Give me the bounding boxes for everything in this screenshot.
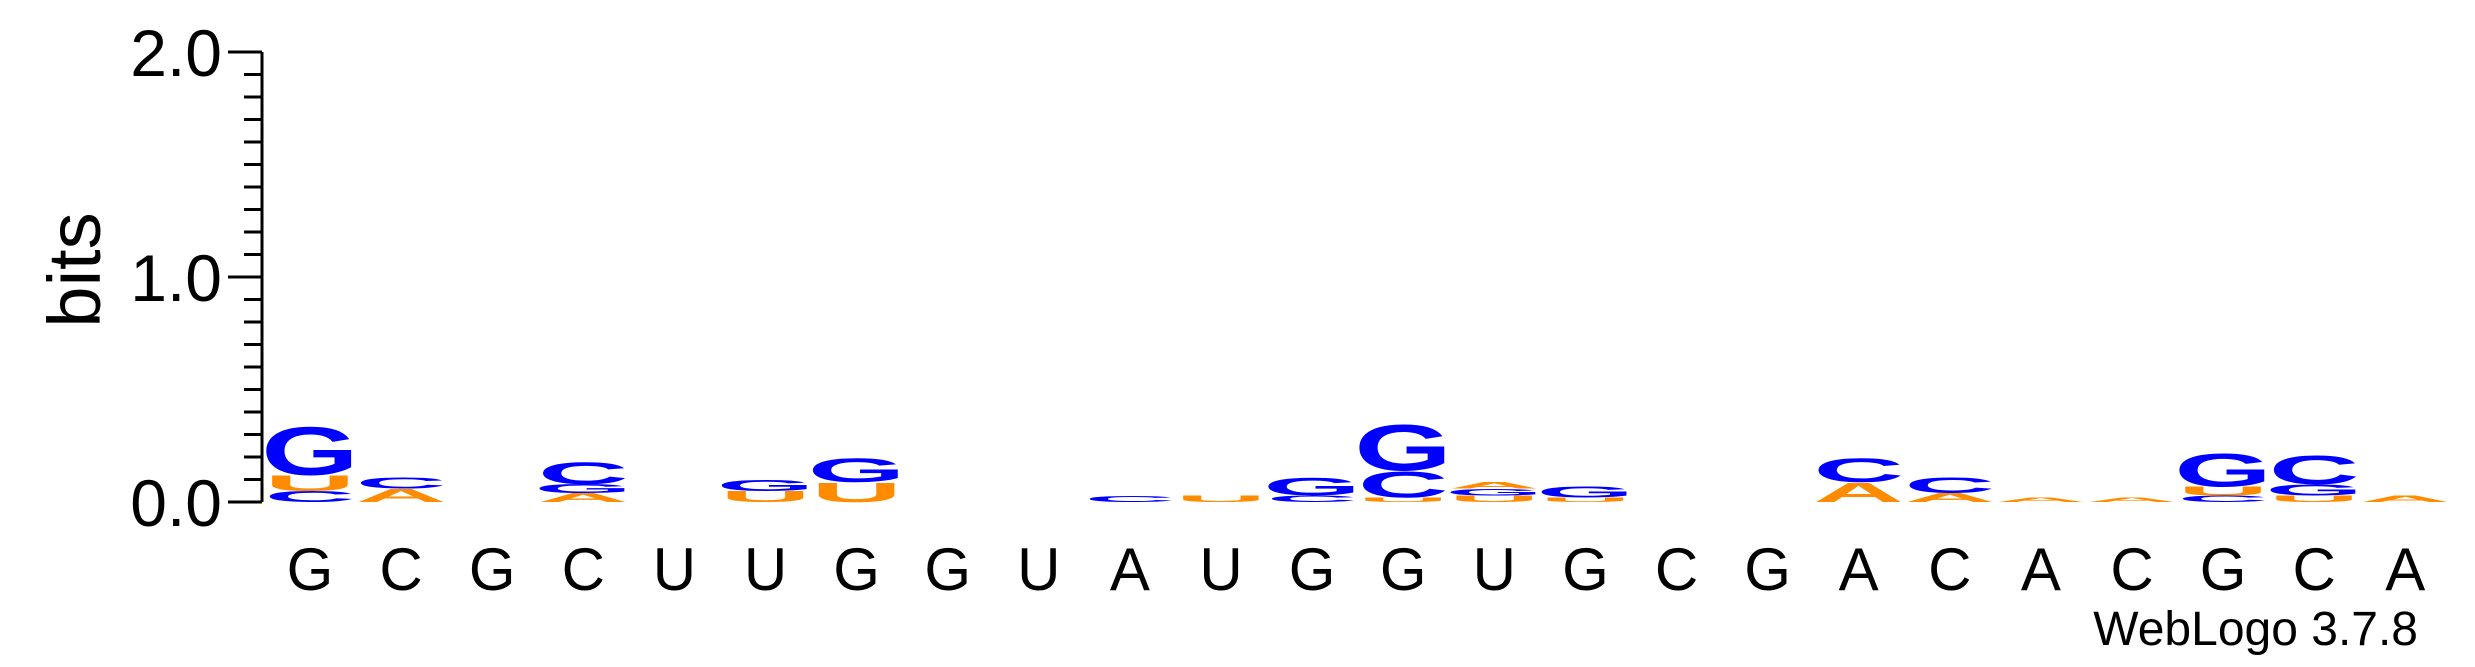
logo-letter-G: G [717,477,815,494]
logo-letter-G: G [534,482,632,496]
x-tick-label: U [653,536,696,603]
x-tick-label: U [1017,536,1060,603]
logo-letter-U: U [1358,496,1449,503]
logo-letter-G: G [2174,444,2272,496]
y-tick-label: 0.0 [130,466,222,540]
logo-letter-C: C [265,488,356,505]
logo-letter-G: G [1445,487,1543,498]
x-tick-label: C [379,536,422,603]
x-tick-label: A [1839,536,1879,603]
x-tick-label: A [2385,536,2425,603]
x-tick-label: G [287,536,334,603]
x-tick-label: U [744,536,787,603]
logo-letter-G: G [808,451,906,489]
logo-letter-U: U [1176,493,1267,504]
x-tick-label: C [2110,536,2153,603]
logo-letter-C: C [1904,473,1995,497]
x-tick-label: G [1289,536,1336,603]
logo-letter-A: A [2360,493,2451,504]
x-tick-label: C [562,536,605,603]
x-tick-label: G [1562,536,1609,603]
x-tick-label: G [2200,536,2247,603]
x-tick-label: U [1473,536,1516,603]
logo-letter-C: C [1813,451,1904,489]
x-tick-label: A [1110,536,1150,603]
logo-letter-U: U [2269,493,2360,504]
logo-letter-A: A [356,485,447,506]
x-tick-label: C [2293,536,2336,603]
x-tick-label: C [1928,536,1971,603]
logo-letter-A: A [1449,480,1540,491]
y-tick-label: 2.0 [130,16,222,90]
logo-letter-A: A [1813,477,1904,508]
logo-letter-G: G [2265,481,2363,498]
y-axis: 0.0 1.0 2.0 [130,16,264,540]
y-tick-label: 1.0 [130,241,222,315]
logo-letter-C: C [538,456,629,491]
logo-letter-A: A [1996,496,2087,503]
logo-letter-U: U [265,471,356,495]
x-tick-label: G [469,536,516,603]
x-tick-label: A [2021,536,2061,603]
logo-letter-G: G [1354,412,1452,485]
logo-letter-C: C [356,474,447,491]
logo-letter-U: U [720,488,811,505]
logo-letter-A: A [538,491,629,505]
logo-letter-C: C [1085,495,1176,504]
logo-letter-C: C [1358,464,1449,506]
logo-letter-A: A [1904,491,1995,505]
logo-letter-C: C [2269,447,2360,493]
x-tick-label: G [924,536,971,603]
logo-letter-U: U [1449,493,1540,504]
x-tick-label: C [1655,536,1698,603]
x-tick-label: U [1199,536,1242,603]
logo-letter-U: U [2178,484,2269,498]
logo-letter-G: G [1537,483,1635,500]
logo-letter-C: C [2178,493,2269,504]
x-tick-label: G [1744,536,1791,603]
logo-letter-G: G [261,413,359,490]
x-tick-label: G [833,536,880,603]
logo-letter-A: A [2087,496,2178,503]
logo-letter-G: G [1263,473,1361,501]
weblogo-credit: WebLogo 3.7.8 [2093,603,2418,656]
y-axis-label: bits [33,212,116,327]
x-tick-label: G [1380,536,1427,603]
logo-letter-U: U [811,477,902,508]
logo-letter-U: U [1540,496,1631,503]
logo-letter-C: C [1267,493,1358,504]
